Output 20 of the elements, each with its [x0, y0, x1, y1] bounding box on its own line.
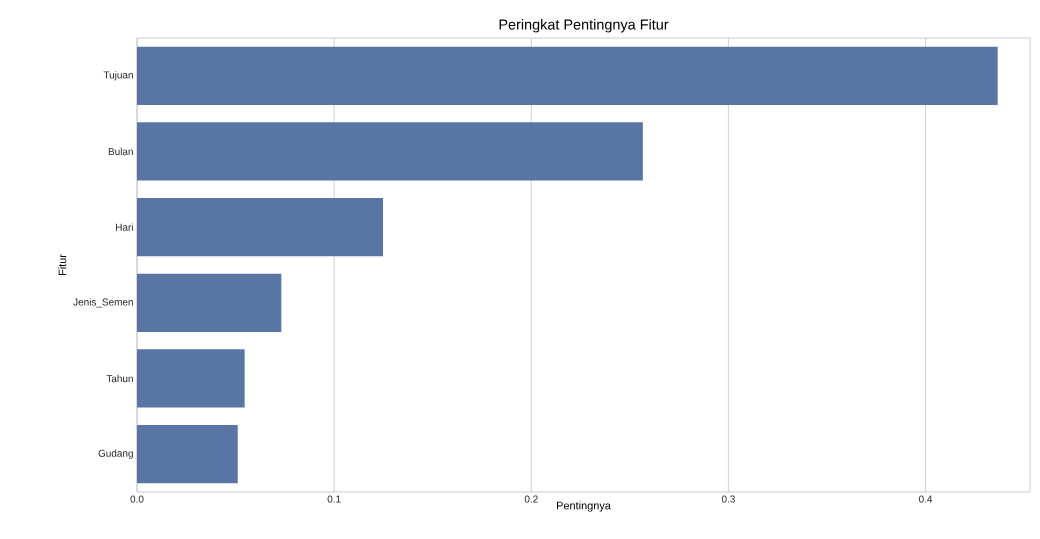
- x-axis-title: Pentingnya: [557, 501, 611, 512]
- bar: [137, 273, 282, 332]
- x-tick-label: 0.0: [130, 495, 144, 503]
- x-tick-label: 0.3: [721, 495, 735, 503]
- y-tick-label: Bulan: [108, 147, 133, 156]
- x-tick-label: 0.2: [524, 495, 538, 503]
- x-tick-label: 0.1: [327, 495, 341, 503]
- bar: [137, 349, 245, 408]
- bar: [137, 46, 998, 105]
- y-tick-label: Gudang: [98, 449, 133, 459]
- y-tick-label: Tahun: [106, 374, 133, 383]
- x-tick-label: 0.4: [919, 495, 933, 503]
- bar: [137, 198, 384, 257]
- y-tick-label: Hari: [116, 223, 133, 231]
- bar: [137, 122, 643, 181]
- chart-title: Peringkat Pentingnya Fitur: [499, 19, 669, 33]
- y-tick-label: Jenis_Semen: [73, 298, 133, 308]
- y-axis-title: Fitur: [58, 254, 67, 276]
- y-tick-label: Tujuan: [103, 71, 133, 81]
- bar: [137, 425, 238, 484]
